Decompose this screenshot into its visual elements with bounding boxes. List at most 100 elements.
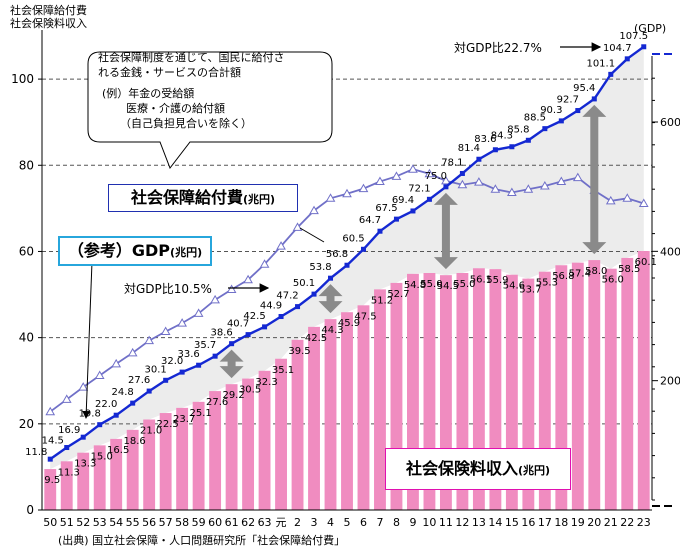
benefit-data-label: 72.1 bbox=[408, 183, 430, 194]
benefit-data-label: 47.2 bbox=[276, 291, 298, 302]
benefit-point bbox=[130, 400, 136, 406]
insurance-bar bbox=[143, 419, 156, 510]
benefit-point bbox=[591, 96, 597, 102]
benefit-point bbox=[426, 196, 432, 202]
benefit-point bbox=[311, 291, 317, 297]
insurance-bar bbox=[275, 358, 287, 510]
gap-area bbox=[50, 46, 644, 470]
insurance-data-label: 55.3 bbox=[536, 278, 558, 289]
insurance-bar bbox=[538, 271, 551, 510]
gdp-point bbox=[243, 274, 253, 284]
insurance-bar bbox=[77, 452, 90, 510]
y-tick-label-left: 40 bbox=[19, 331, 34, 345]
benefit-point bbox=[64, 445, 70, 451]
benefit-data-label: 27.6 bbox=[128, 375, 150, 386]
benefit-data-label: 75.0 bbox=[425, 171, 447, 182]
x-tick-label: 17 bbox=[538, 516, 552, 529]
y-tick-label-left: 100 bbox=[11, 72, 34, 86]
gdp-point bbox=[441, 175, 451, 185]
insurance-data-label: 56.1 bbox=[470, 274, 492, 285]
insurance-data-label: 54.6 bbox=[503, 281, 525, 292]
insurance-bar bbox=[192, 401, 205, 510]
x-tick-label: 3 bbox=[311, 516, 318, 529]
callout-line5: （自己負担見合いを除く） bbox=[120, 117, 252, 130]
insurance-data-label: 51.2 bbox=[371, 295, 393, 306]
x-tick-label: 19 bbox=[571, 516, 585, 529]
x-tick-label: 52 bbox=[76, 516, 90, 529]
gdp-point bbox=[276, 241, 286, 250]
benefit-point bbox=[624, 56, 630, 62]
insurance-data-label: 55.0 bbox=[420, 279, 442, 290]
gdp-point bbox=[45, 406, 56, 416]
insurance-bar bbox=[209, 391, 222, 510]
insurance-bar bbox=[242, 378, 255, 510]
y-tick-label-right: 600 bbox=[660, 116, 680, 129]
gdp-point bbox=[523, 184, 534, 193]
x-tick-label: 7 bbox=[376, 516, 383, 529]
gdp-point bbox=[160, 326, 171, 336]
gdp-point bbox=[342, 188, 352, 198]
gdp-point bbox=[144, 335, 155, 345]
benefit-point bbox=[278, 314, 284, 320]
insurance-bar bbox=[637, 251, 650, 511]
gdp-point bbox=[375, 176, 385, 185]
benefit-point bbox=[459, 170, 465, 176]
insurance-data-label: 58.0 bbox=[585, 266, 607, 277]
callout-line1: 社会保障制度を通じて、国民に給付さ bbox=[98, 51, 285, 64]
y-axis-title-line1: 社会保障給付費 bbox=[10, 4, 87, 17]
insurance-data-label: 39.5 bbox=[288, 346, 310, 357]
x-tick-label: 10 bbox=[422, 516, 436, 529]
x-tick-label: 58 bbox=[175, 516, 189, 529]
y-tick-label-left: 20 bbox=[19, 417, 34, 431]
insurance-bar bbox=[258, 370, 271, 510]
x-tick-label: 14 bbox=[488, 516, 502, 529]
gdp-point bbox=[391, 171, 402, 180]
callout-bubble bbox=[87, 51, 333, 170]
gdp-point bbox=[226, 284, 237, 293]
benefit-data-label: 107.5 bbox=[619, 31, 648, 42]
insurance-bar bbox=[390, 282, 403, 510]
gdp-point bbox=[408, 164, 418, 173]
x-tick-label: 23 bbox=[637, 516, 651, 529]
benefit-unit: (兆円) bbox=[242, 193, 276, 206]
benefit-data-label: 56.8 bbox=[326, 249, 348, 260]
insurance-bar bbox=[93, 445, 106, 510]
insurance-bar bbox=[308, 326, 320, 510]
benefit-label: 社会保障給付費 bbox=[130, 188, 243, 207]
x-tick-label: 8 bbox=[393, 516, 400, 529]
x-tick-label: 22 bbox=[620, 516, 634, 529]
benefit-point bbox=[410, 208, 416, 214]
x-tick-label: 13 bbox=[472, 516, 486, 529]
gdp-point bbox=[474, 177, 484, 186]
insurance-bar bbox=[555, 265, 568, 510]
x-tick-label: 4 bbox=[327, 516, 334, 529]
benefit-data-label: 40.7 bbox=[227, 319, 249, 330]
insurance-bar bbox=[439, 275, 452, 510]
benefit-point bbox=[542, 126, 548, 132]
gdp-point bbox=[292, 222, 303, 231]
insurance-data-label: 58.5 bbox=[618, 264, 640, 275]
gdp-point bbox=[539, 181, 550, 190]
benefit-data-label: 69.4 bbox=[392, 195, 414, 206]
x-tick-label: 12 bbox=[455, 516, 469, 529]
benefit-data-label: 32.0 bbox=[161, 356, 183, 367]
benefit-data-label: 33.6 bbox=[177, 349, 199, 360]
y-tick-label-right: 400 bbox=[660, 245, 680, 258]
benefit-data-label: 83.6 bbox=[474, 134, 496, 145]
x-tick-label: 63 bbox=[258, 516, 272, 529]
insurance-data-label: 52.7 bbox=[387, 289, 409, 300]
benefit-point bbox=[212, 353, 218, 359]
benefit-point bbox=[641, 44, 647, 50]
benefit-point bbox=[229, 341, 235, 347]
x-tick-label: 16 bbox=[521, 516, 535, 529]
gdp-point bbox=[61, 394, 72, 403]
insurance-bar bbox=[159, 413, 172, 510]
benefit-data-label: 60.5 bbox=[342, 233, 364, 244]
benefit-data-label: 64.7 bbox=[359, 215, 381, 226]
insurance-data-label: 15.0 bbox=[91, 451, 113, 462]
insurance-data-label: 60.1 bbox=[635, 257, 657, 268]
gdp-point bbox=[638, 198, 649, 207]
benefit-point bbox=[196, 362, 202, 368]
y-tick-label-right: 200 bbox=[660, 375, 680, 388]
